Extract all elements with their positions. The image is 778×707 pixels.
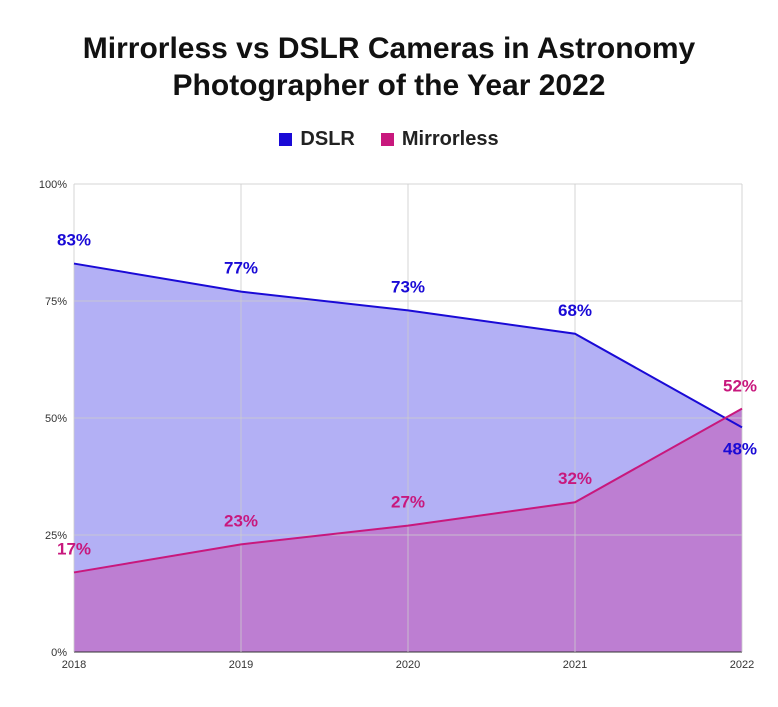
line-mirrorless bbox=[73, 407, 743, 574]
legend-swatch-mirrorless bbox=[380, 133, 394, 146]
y-tick-label-75: 75% bbox=[45, 296, 67, 308]
y-tick-label-50: 50% bbox=[45, 413, 67, 425]
y-tick-label-0: 0% bbox=[51, 647, 67, 659]
data-label-dslr-2019: 77% bbox=[224, 259, 258, 278]
chart-title-line-2: Photographer of the Year 2022 bbox=[172, 69, 606, 102]
x-tick-label-2022: 2022 bbox=[730, 659, 754, 671]
y-tick-label-100: 100% bbox=[39, 179, 67, 191]
legend-item-mirrorless[interactable]: Mirrorless bbox=[380, 128, 499, 151]
legend-item-dslr[interactable]: DSLR bbox=[279, 128, 355, 151]
data-label-mirrorless-2019: 23% bbox=[224, 511, 258, 530]
data-label-mirrorless-2018: 17% bbox=[57, 539, 91, 558]
data-label-mirrorless-2020: 27% bbox=[391, 493, 425, 512]
x-tick-label-2020: 2020 bbox=[396, 659, 420, 671]
line-dslr bbox=[73, 262, 743, 429]
data-label-dslr-2022: 48% bbox=[723, 439, 757, 458]
data-label-mirrorless-2021: 32% bbox=[558, 469, 592, 488]
legend-label-mirrorless: Mirrorless bbox=[401, 128, 499, 150]
legend: DSLR Mirrorless bbox=[0, 128, 778, 151]
x-tick-label-2021: 2021 bbox=[563, 659, 587, 671]
chart-title: Mirrorless vs DSLR Cameras in Astronomy … bbox=[0, 30, 778, 104]
legend-label-dslr: DSLR bbox=[300, 128, 355, 150]
data-label-mirrorless-2022: 52% bbox=[723, 377, 757, 396]
data-label-dslr-2020: 73% bbox=[391, 277, 425, 296]
chart-title-line-1: Mirrorless vs DSLR Cameras in Astronomy bbox=[82, 32, 696, 65]
x-tick-label-2018: 2018 bbox=[62, 659, 86, 671]
y-tick-label-25: 25% bbox=[45, 530, 67, 542]
x-tick-label-2019: 2019 bbox=[229, 659, 253, 671]
data-label-dslr-2018: 83% bbox=[57, 231, 91, 250]
data-label-dslr-2021: 68% bbox=[558, 301, 592, 320]
legend-swatch-dslr bbox=[279, 133, 293, 146]
